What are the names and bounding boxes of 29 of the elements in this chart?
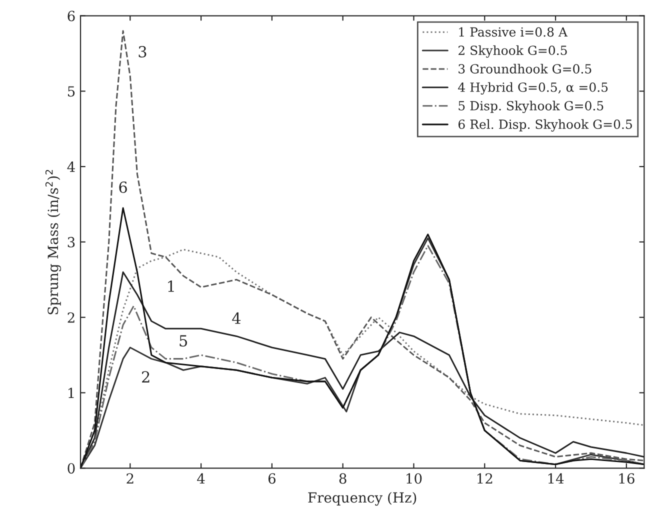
legend-label: 3 Groundhook G=0.5 [458, 64, 592, 74]
x-tick-label: 2 [126, 473, 134, 484]
x-tick-label: 6 [268, 473, 276, 484]
y-tick-label: 6 [68, 10, 75, 22]
annotation: 4 [232, 312, 241, 324]
annotation: 6 [119, 181, 127, 194]
x-tick-label: 12 [477, 473, 492, 484]
y-tick-label: 1 [68, 388, 74, 398]
x-tick-label: 8 [339, 473, 346, 484]
x-tick-label: 14 [548, 473, 564, 484]
annotation: 5 [180, 335, 188, 347]
legend-label: 6 Rel. Disp. Skyhook G=0.5 [458, 119, 632, 132]
legend-label: 2 Skyhook G=0.5 [458, 45, 567, 58]
y-tick-label: 4 [67, 162, 75, 172]
annotation: 1 [168, 280, 174, 292]
y-tick-label: 3 [68, 236, 75, 248]
legend-label: 5 Disp. Skyhook G=0.5 [458, 100, 604, 114]
annotation: 2 [142, 371, 150, 382]
y-tick-label: 0 [68, 463, 75, 474]
x-tick-label: 4 [197, 473, 205, 484]
y-tick-label: 5 [68, 86, 75, 97]
y-tick-label: 2 [68, 312, 74, 323]
x-axis-title: Frequency (Hz) [308, 492, 416, 506]
legend-label: 4 Hybrid G=0.5, α =0.5 [458, 82, 608, 95]
legend-label: 1 Passive i=0.8 A [459, 27, 568, 37]
x-tick-label: 10 [406, 473, 422, 484]
annotation: 3 [138, 46, 146, 58]
y-axis-title: Sprung Mass (in/s$^{2}$)$^{2}$ [45, 170, 62, 314]
x-tick-label: 16 [619, 473, 634, 484]
